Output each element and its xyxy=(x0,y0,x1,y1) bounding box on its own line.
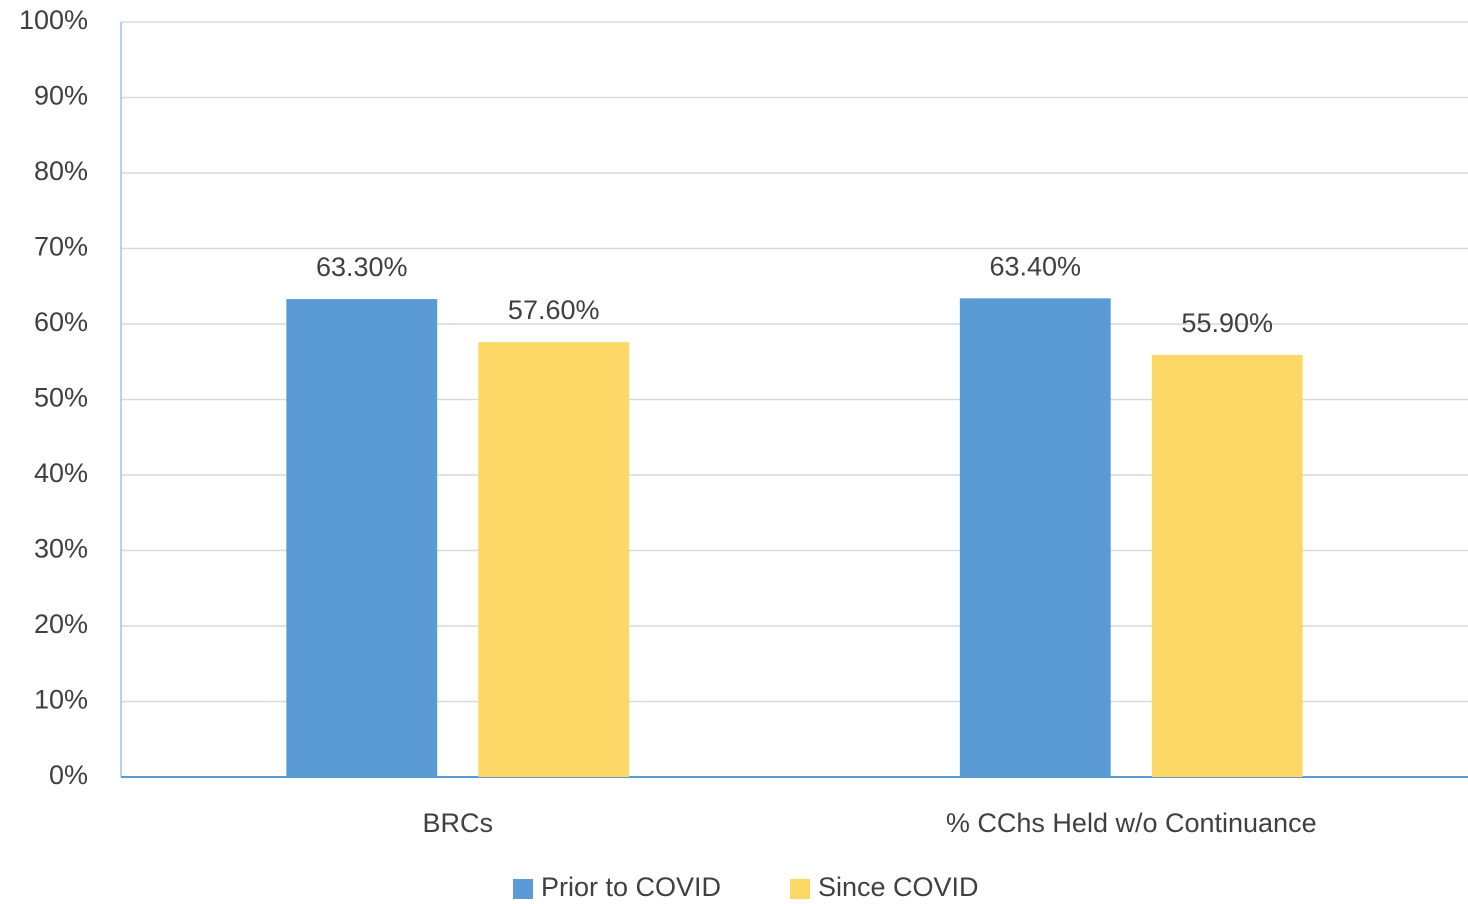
y-tick-label: 0% xyxy=(49,760,88,790)
y-tick-label: 90% xyxy=(34,81,88,111)
y-tick-label: 40% xyxy=(34,458,88,488)
bar xyxy=(478,342,630,777)
bar xyxy=(1151,354,1303,777)
y-tick-label: 50% xyxy=(34,383,88,413)
bar xyxy=(959,298,1111,777)
y-tick-label: 20% xyxy=(34,609,88,639)
legend-label: Prior to COVID xyxy=(541,872,721,902)
data-label: 63.40% xyxy=(989,251,1081,281)
y-tick-label: 30% xyxy=(34,534,88,564)
y-tick-label: 80% xyxy=(34,156,88,186)
legend-label: Since COVID xyxy=(818,872,979,902)
bar xyxy=(286,299,438,777)
y-tick-label: 100% xyxy=(19,5,88,35)
legend-swatch xyxy=(513,879,533,899)
y-tick-label: 70% xyxy=(34,232,88,262)
y-tick-label: 10% xyxy=(34,685,88,715)
legend-swatch xyxy=(790,879,810,899)
data-label: 63.30% xyxy=(316,252,408,282)
x-tick-label: BRCs xyxy=(422,808,493,838)
x-tick-label: % CChs Held w/o Continuance xyxy=(946,808,1317,838)
data-label: 55.90% xyxy=(1181,308,1273,338)
data-label: 57.60% xyxy=(508,295,600,325)
y-tick-label: 60% xyxy=(34,307,88,337)
